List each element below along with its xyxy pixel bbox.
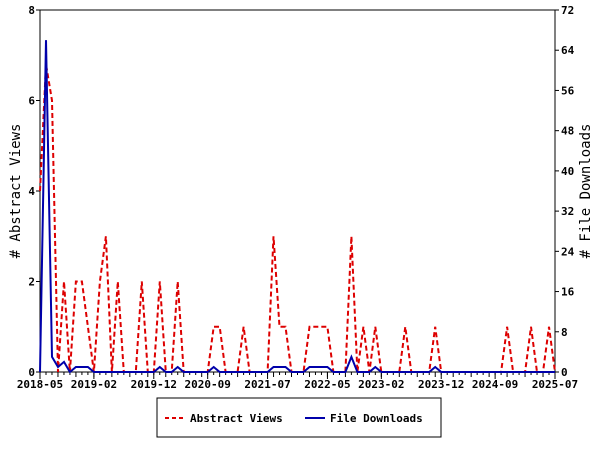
y2-tick-label: 16 (561, 286, 575, 299)
y2-tick-label: 8 (561, 326, 568, 339)
y-tick-label: 6 (28, 95, 35, 108)
x-tick-label: 2019-02 (71, 378, 117, 391)
x-tick-label: 2024-09 (472, 378, 518, 391)
y-tick-label: 0 (28, 366, 35, 379)
series-line-file-downloads (39, 40, 555, 374)
x-tick-label: 2023-02 (358, 378, 404, 391)
series-line-abstract-views (39, 64, 556, 373)
x-tick-label: 2025-07 (532, 378, 578, 391)
y2-tick-label: 64 (561, 44, 575, 57)
y-tick-label: 4 (28, 185, 35, 198)
x-tick-label: 2018-05 (17, 378, 63, 391)
x-tick-label: 2023-12 (418, 378, 464, 391)
y2-tick-label: 24 (561, 245, 575, 258)
y2-tick-label: 72 (561, 4, 574, 17)
y2-tick-label: 0 (561, 366, 568, 379)
y2-tick-label: 48 (561, 125, 574, 138)
x-tick-label: 2022-05 (304, 378, 350, 391)
y2-axis-label: # File Downloads (578, 124, 594, 259)
y-axis-label: # Abstract Views (8, 124, 24, 259)
y2-tick-label: 32 (561, 205, 574, 218)
y2-tick-label: 56 (561, 84, 575, 97)
x-tick-label: 2019-12 (131, 378, 177, 391)
y-tick-label: 8 (28, 4, 35, 17)
legend: Abstract Views File Downloads (156, 397, 442, 438)
legend-label-abstract-views: Abstract Views (190, 412, 283, 425)
x-tick-label: 2021-07 (244, 378, 290, 391)
y-tick-label: 2 (28, 276, 35, 289)
x-tick-label: 2020-09 (184, 378, 230, 391)
y2-tick-label: 40 (561, 165, 574, 178)
plot-frame (39, 9, 556, 373)
legend-label-file-downloads: File Downloads (330, 412, 423, 425)
